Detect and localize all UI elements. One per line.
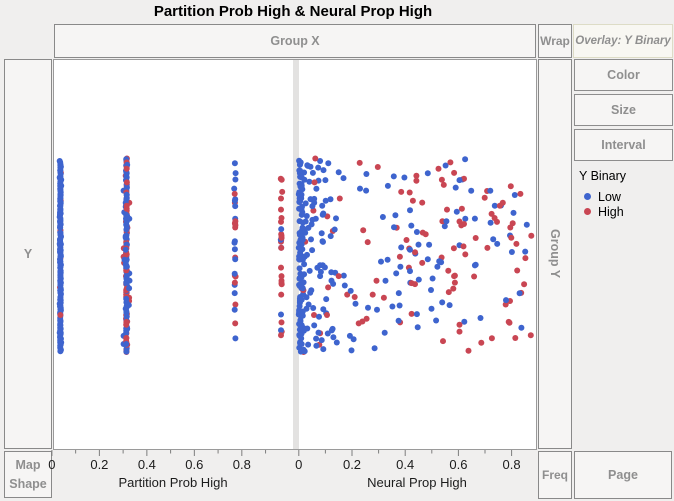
drop-zone-overlay[interactable]: Overlay: Y Binary bbox=[573, 24, 673, 58]
drop-zone-wrap-label: Wrap bbox=[540, 34, 570, 48]
drop-zone-map-shape[interactable]: Map Shape bbox=[4, 451, 52, 498]
size-button-label: Size bbox=[610, 103, 636, 117]
drop-zone-group-x[interactable]: Group X bbox=[54, 24, 536, 58]
legend-item-high[interactable]: High bbox=[578, 204, 626, 219]
color-drop-zone-button[interactable]: Color bbox=[574, 59, 673, 91]
interval-button-label: Interval bbox=[601, 138, 646, 152]
drop-zone-group-y-label: Group Y bbox=[548, 229, 562, 279]
x-axis-tick-label: 0.4 bbox=[396, 457, 415, 472]
x-axis-tick-label: 0.8 bbox=[232, 457, 251, 472]
drop-zone-overlay-label: Overlay: Y Binary bbox=[575, 35, 671, 47]
legend-item-low[interactable]: Low bbox=[578, 189, 626, 204]
legend: Y Binary Low High bbox=[578, 169, 626, 219]
legend-marker-low-icon bbox=[584, 193, 591, 200]
drop-zone-map-shape-label-line2: Shape bbox=[9, 476, 47, 491]
color-button-label: Color bbox=[607, 68, 640, 82]
drop-zone-map-shape-label-line1: Map bbox=[15, 457, 41, 472]
legend-title: Y Binary bbox=[579, 169, 627, 183]
drop-zone-group-y[interactable]: Group Y bbox=[538, 59, 572, 449]
legend-marker-high-icon bbox=[584, 208, 591, 215]
x-axis-tick-label: 0 bbox=[48, 457, 56, 472]
plot-area[interactable] bbox=[53, 59, 537, 450]
size-drop-zone-button[interactable]: Size bbox=[574, 94, 673, 126]
drop-zone-page-label: Page bbox=[608, 468, 638, 482]
drop-zone-freq[interactable]: Freq bbox=[538, 451, 572, 499]
interval-drop-zone-button[interactable]: Interval bbox=[574, 129, 673, 161]
x-axis-tick-label: 0.4 bbox=[137, 457, 156, 472]
panel-divider bbox=[293, 60, 299, 449]
legend-label-low: Low bbox=[598, 189, 621, 204]
x-axis-tick-label: 0 bbox=[295, 457, 303, 472]
drop-zone-wrap[interactable]: Wrap bbox=[538, 24, 572, 58]
drop-zone-group-x-label: Group X bbox=[270, 34, 320, 48]
x-axis-tick-label: 0.6 bbox=[185, 457, 204, 472]
graph-title: Partition Prob High & Neural Prop High bbox=[153, 3, 433, 20]
x-axis-title-neural: Neural Prop High bbox=[367, 475, 467, 490]
drop-zone-freq-label: Freq bbox=[541, 468, 568, 482]
x-axis-tick-label: 0.2 bbox=[90, 457, 109, 472]
x-axis-tick-label: 0.8 bbox=[502, 457, 521, 472]
drop-zone-y-label: Y bbox=[23, 247, 33, 261]
x-axis-tick-label: 0.6 bbox=[449, 457, 468, 472]
drop-zone-y[interactable]: Y bbox=[4, 59, 52, 449]
legend-label-high: High bbox=[598, 204, 624, 219]
x-axis-title-partition: Partition Prob High bbox=[118, 475, 228, 490]
x-axis-tick-label: 0.2 bbox=[342, 457, 362, 472]
drop-zone-page[interactable]: Page bbox=[574, 451, 672, 499]
